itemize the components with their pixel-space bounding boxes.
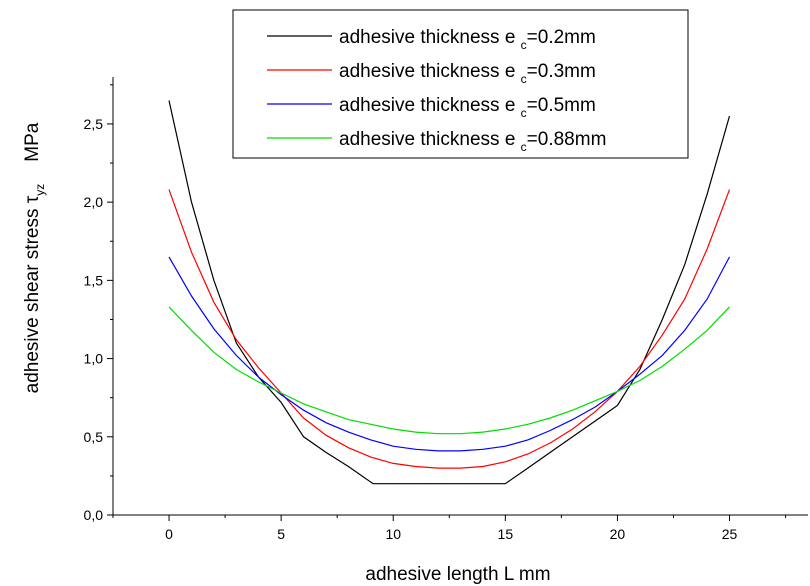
- x-tick-label: 0: [165, 526, 173, 542]
- x-tick-label: 20: [610, 526, 626, 542]
- series-line-2: [168, 189, 731, 469]
- y-axis-title: adhesive shear stress τyz MPa: [22, 122, 47, 393]
- legend-label-1: adhesive thickness e c=0.2mm: [339, 27, 596, 52]
- series-layer: [168, 100, 731, 485]
- series-line-1: [168, 100, 731, 485]
- legend-box: [232, 9, 689, 159]
- y-tick-label: 0,0: [84, 507, 104, 523]
- series-line-3: [168, 256, 731, 452]
- y-tick-label: 2,0: [84, 194, 104, 210]
- y-tick-label: 2,5: [84, 116, 104, 132]
- x-tick-label: 25: [722, 526, 738, 542]
- x-tick-label: 10: [385, 526, 401, 542]
- y-axis-title-subscript: yz: [33, 184, 47, 196]
- y-tick-label: 0,5: [84, 429, 104, 445]
- series-line-4: [168, 306, 730, 435]
- y-axis-title-unit: MPa: [22, 122, 43, 162]
- legend-label-3: adhesive thickness e c=0.5mm: [339, 95, 596, 120]
- legend-label-4: adhesive thickness e c=0.88mm: [339, 129, 606, 154]
- y-axis-title-text: adhesive shear stress: [22, 203, 43, 393]
- x-axis-title: adhesive length L mm: [365, 564, 550, 585]
- axes: [112, 77, 808, 516]
- legend: adhesive thickness e c=0.2mm adhesive thi…: [232, 9, 689, 159]
- y-tick-label: 1,5: [84, 272, 104, 288]
- legend-label-2: adhesive thickness e c=0.3mm: [339, 61, 596, 86]
- y-tick-label: 1,0: [84, 351, 104, 367]
- x-tick-label: 15: [498, 526, 514, 542]
- x-tick-label: 5: [277, 526, 285, 542]
- y-axis-title-symbol: τ: [22, 195, 43, 203]
- y-axis-ticks: 0,0 0,5 1,0 1,5 2,0 2,5: [84, 84, 113, 523]
- x-axis-ticks: 0 5 10 15 20 25: [112, 515, 787, 542]
